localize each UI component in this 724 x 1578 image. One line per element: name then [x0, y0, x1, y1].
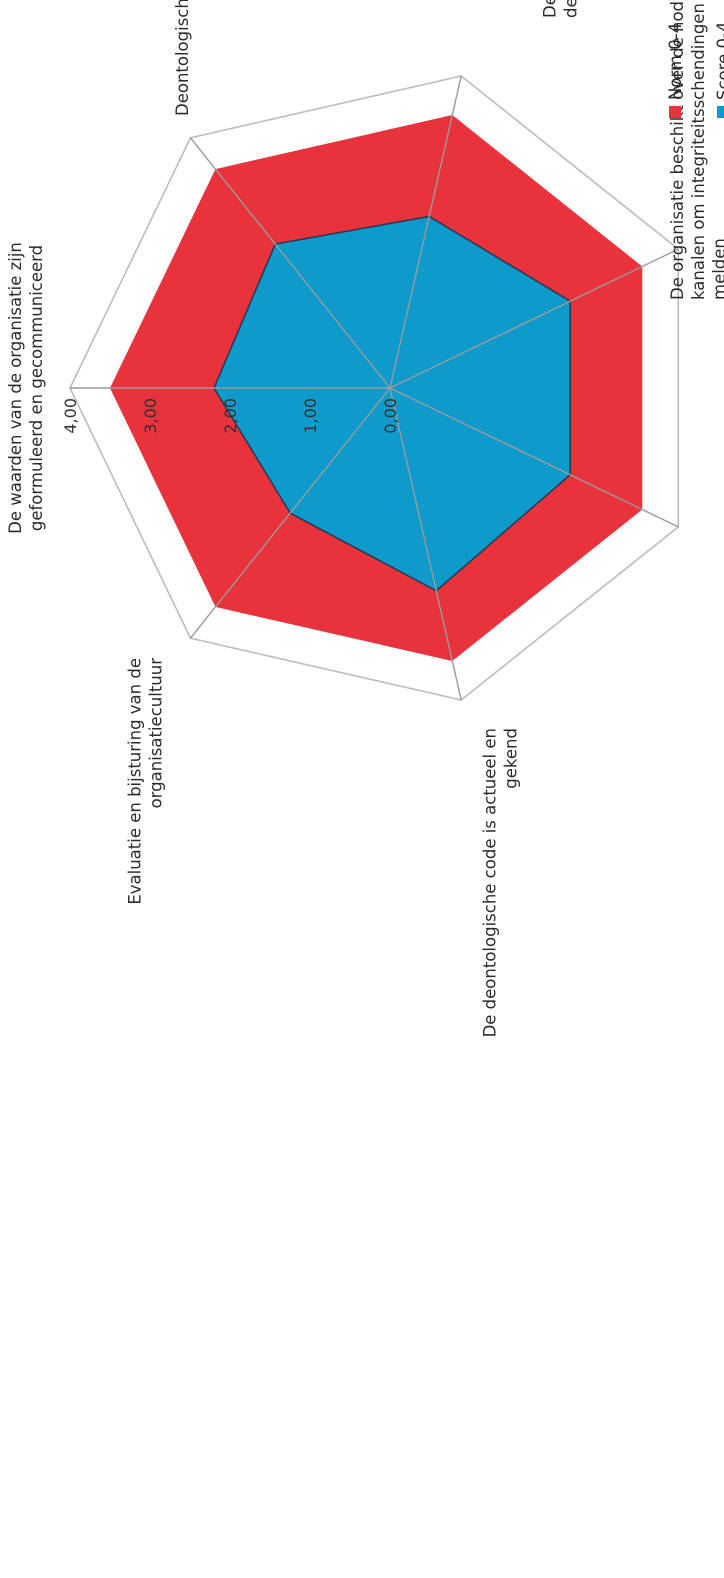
chart-legend: Norm 0-4 Score 0-4: [666, 22, 724, 118]
axis-tick-label: 3,00: [141, 398, 160, 434]
grid-ring-outer: [69, 75, 680, 701]
radar-spoke: [389, 387, 462, 701]
category-label: De organisatie neemt initiatieven mbtdeo…: [541, 0, 581, 18]
category-label: De organisatie beschikt over de nodige ka…: [668, 0, 724, 300]
radar-grid: [69, 75, 680, 701]
radar-spoke: [389, 248, 679, 389]
axis-tick-label: 2,00: [221, 398, 240, 434]
radar-spoke: [389, 387, 679, 528]
radar-tick-labels: 0,00 1,00 2,00 3,00 4,00: [61, 398, 400, 434]
radar-spoke: [189, 387, 391, 639]
category-label: De waarden van de organisatie zijn geform…: [6, 242, 46, 534]
legend-swatch: [669, 106, 681, 118]
axis-tick-label: 0,00: [381, 398, 400, 434]
category-label: Deontologisch gevoelige functies gekend: [173, 0, 192, 116]
radar-spoke: [189, 137, 391, 389]
legend-swatch: [717, 106, 724, 118]
category-label: Evaluatie en bijsturing van de organisati…: [126, 658, 166, 905]
category-label: De deontologische code is actueel en geke…: [481, 728, 521, 1037]
radar-category-labels: De waarden van de organisatie zijn geform…: [6, 0, 724, 1037]
axis-tick-label: 1,00: [301, 398, 320, 434]
legend-label: Norm 0-4: [666, 23, 685, 100]
axis-tick-label: 4,00: [61, 398, 80, 434]
radar-spokes: [70, 75, 679, 701]
legend-label: Score 0-4: [714, 22, 724, 100]
radar-spoke: [389, 75, 462, 389]
